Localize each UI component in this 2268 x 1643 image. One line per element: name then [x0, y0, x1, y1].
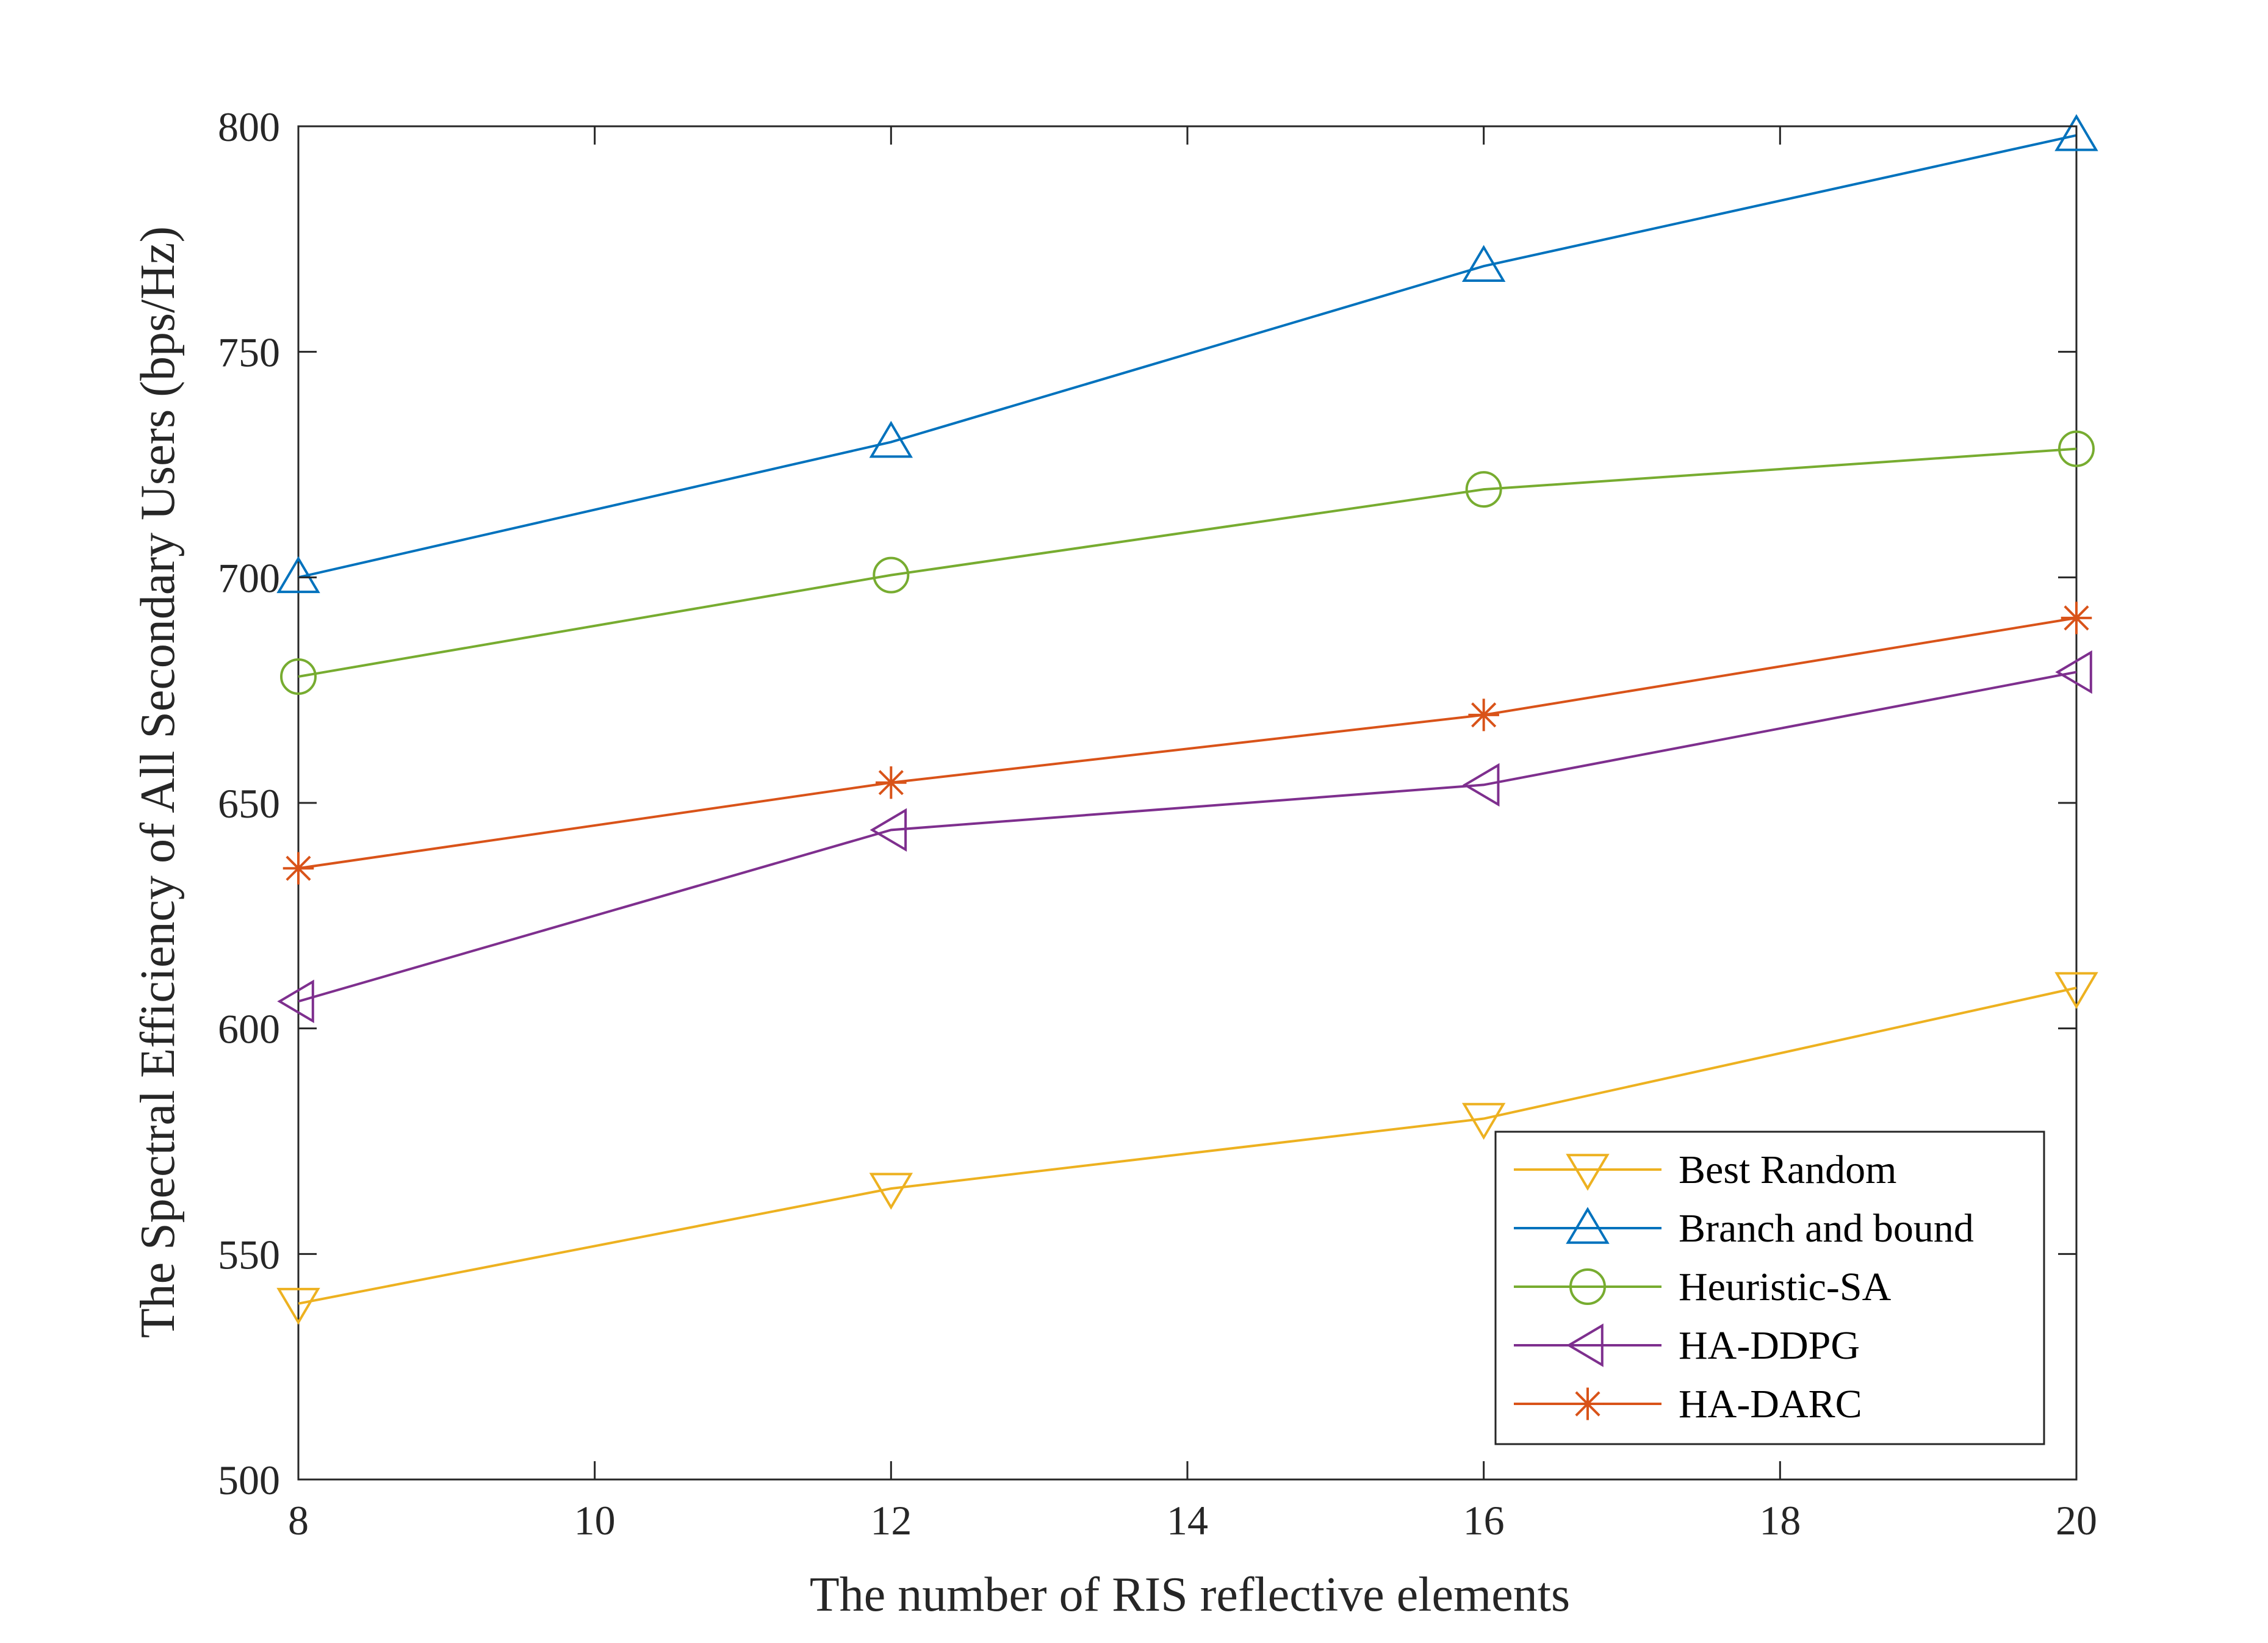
x-tick-label: 18: [1759, 1497, 1801, 1544]
ticks-layer: 8 10 12 14 16 18 20 500 550 600 650 700 750 800: [218, 104, 2097, 1544]
x-tick-label: 8: [288, 1497, 309, 1544]
series-heuristic-sa: [280, 430, 2095, 695]
legend-label: HA-DDPG: [1679, 1323, 1860, 1368]
data-point-marker: [2058, 430, 2095, 467]
legend-item: HA-DDPG: [1514, 1323, 1860, 1368]
data-point-marker: [276, 556, 320, 594]
legend-label: Heuristic-SA: [1679, 1265, 1892, 1309]
series-ha-darc: [283, 602, 2092, 885]
data-point-marker: [283, 852, 314, 885]
legend: Best Random Branch and bound Heuristic-SA H…: [1494, 1131, 2045, 1445]
data-point-marker: [276, 1287, 320, 1325]
data-point-marker: [277, 979, 314, 1024]
data-point-marker: [869, 420, 913, 458]
y-axis-label: The Spectral Efficiency of All Secondary…: [131, 226, 185, 1338]
data-point-marker: [2054, 972, 2098, 1009]
series-line: [298, 616, 2077, 870]
series-line: [298, 134, 2077, 579]
data-point-marker: [1461, 245, 1506, 282]
legend-marker: [1566, 1154, 1610, 1191]
legend-label: Branch and bound: [1679, 1206, 1974, 1251]
legend-marker: [1572, 1387, 1604, 1420]
legend-item: Branch and bound: [1514, 1206, 1974, 1251]
series-line: [298, 447, 2077, 678]
series-branch-and-bound: [276, 114, 2098, 594]
data-point-marker: [869, 808, 907, 852]
y-tick-label: 600: [218, 1006, 280, 1052]
data-point-marker: [2061, 602, 2092, 635]
legend-item: Best Random: [1514, 1148, 1897, 1192]
series-ha-ddpg: [277, 650, 2092, 1024]
data-point-marker: [1461, 1102, 1506, 1140]
y-tick-label: 550: [218, 1231, 280, 1278]
legend-marker: [1566, 1207, 1610, 1244]
x-axis-label: The number of RIS reflective elements: [810, 1568, 1570, 1622]
data-point-marker: [1465, 471, 1502, 508]
y-tick-label: 800: [218, 104, 280, 150]
data-point-marker: [869, 1173, 913, 1210]
legend-item: Heuristic-SA: [1514, 1265, 1892, 1309]
series-line: [298, 671, 2077, 1003]
data-point-marker: [2055, 650, 2092, 694]
legend-label: Best Random: [1679, 1148, 1897, 1192]
legend-label: HA-DARC: [1679, 1382, 1862, 1426]
y-tick-label: 700: [218, 555, 280, 601]
data-point-marker: [280, 658, 317, 695]
series-layer: [276, 114, 2098, 1325]
data-point-marker: [1462, 763, 1500, 807]
x-tick-label: 12: [870, 1497, 912, 1544]
x-tick-label: 16: [1463, 1497, 1505, 1544]
series-best-random: [276, 972, 2098, 1325]
y-tick-label: 750: [218, 329, 280, 376]
y-tick-label: 650: [218, 780, 280, 827]
data-point-marker: [1468, 699, 1499, 732]
legend-marker: [1569, 1268, 1606, 1305]
legend-item: HA-DARC: [1514, 1382, 1862, 1426]
x-tick-label: 20: [2056, 1497, 2097, 1544]
x-tick-label: 14: [1167, 1497, 1208, 1544]
series-line: [298, 987, 2077, 1305]
data-point-marker: [2054, 114, 2098, 151]
data-point-marker: [876, 766, 907, 799]
y-tick-label: 500: [218, 1457, 280, 1503]
x-tick-label: 10: [574, 1497, 616, 1544]
data-point-marker: [873, 556, 910, 594]
legend-marker: [1566, 1323, 1604, 1367]
